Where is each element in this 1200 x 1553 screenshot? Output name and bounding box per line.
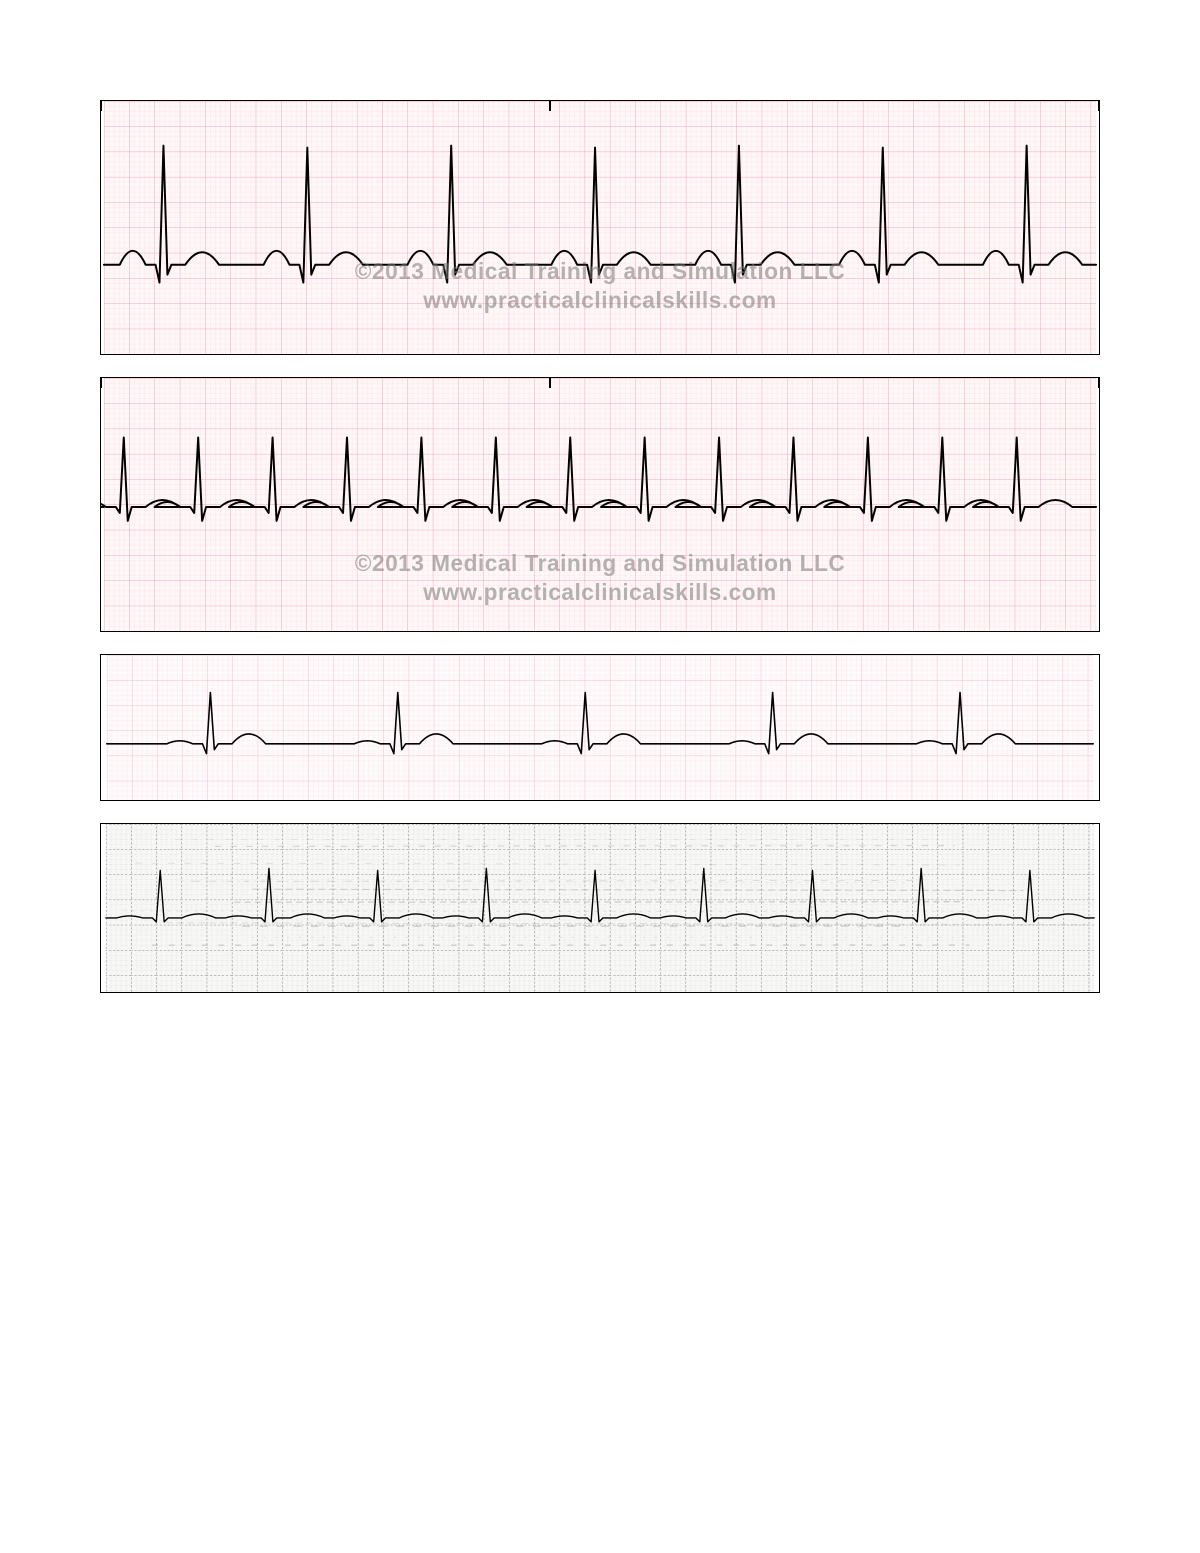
ecg-grid	[107, 655, 1093, 800]
page: ©2013 Medical Training and Simulation LL…	[0, 0, 1200, 1553]
timing-tick	[100, 101, 102, 111]
timing-tick	[549, 378, 551, 388]
ecg-svg	[101, 655, 1099, 800]
ecg-svg	[101, 378, 1099, 631]
ecg-strip-4	[100, 823, 1100, 993]
ecg-grid	[106, 824, 1094, 992]
ecg-strip-2: ©2013 Medical Training and Simulation LL…	[100, 377, 1100, 632]
timing-tick	[1098, 101, 1100, 111]
ecg-grid	[104, 101, 1096, 354]
ecg-strip-1: ©2013 Medical Training and Simulation LL…	[100, 100, 1100, 355]
timing-tick	[100, 378, 102, 388]
ecg-svg	[101, 101, 1099, 354]
timing-tick	[1098, 378, 1100, 388]
ecg-strip-3	[100, 654, 1100, 801]
timing-tick	[549, 101, 551, 111]
ecg-svg	[101, 824, 1099, 992]
